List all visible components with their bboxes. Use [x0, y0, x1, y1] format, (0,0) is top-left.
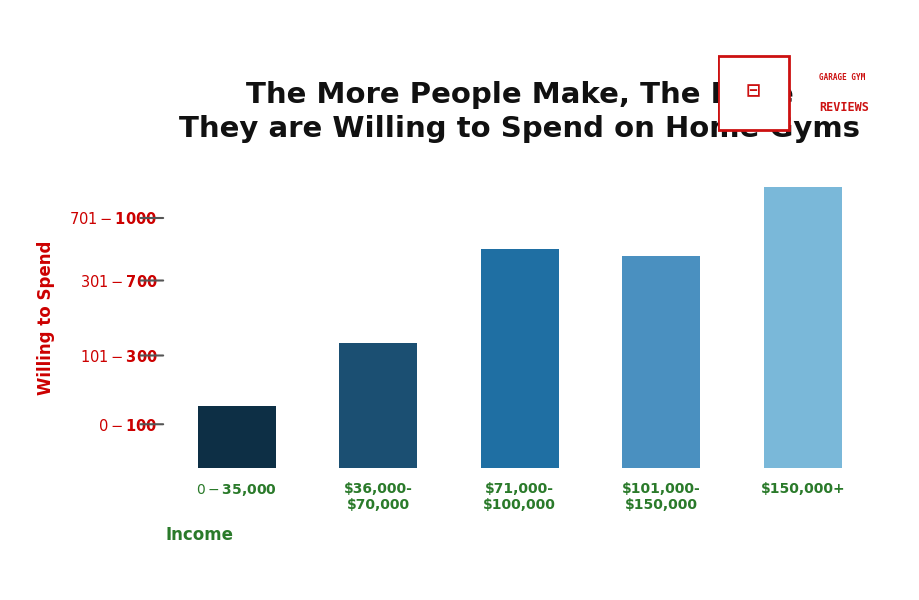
- FancyBboxPatch shape: [717, 56, 789, 130]
- Text: GARAGE GYM: GARAGE GYM: [818, 73, 864, 82]
- Bar: [198, 406, 276, 468]
- Bar: [339, 343, 416, 468]
- Bar: [481, 249, 558, 468]
- Text: Income: Income: [165, 526, 233, 544]
- Bar: [763, 187, 841, 468]
- Text: REVIEWS: REVIEWS: [818, 101, 868, 113]
- Text: ⊟: ⊟: [745, 82, 760, 100]
- Bar: [622, 256, 699, 468]
- Y-axis label: Willing to Spend: Willing to Spend: [38, 241, 55, 395]
- Title: The More People Make, The More
They are Willing to Spend on Home Gyms: The More People Make, The More They are …: [179, 81, 859, 143]
